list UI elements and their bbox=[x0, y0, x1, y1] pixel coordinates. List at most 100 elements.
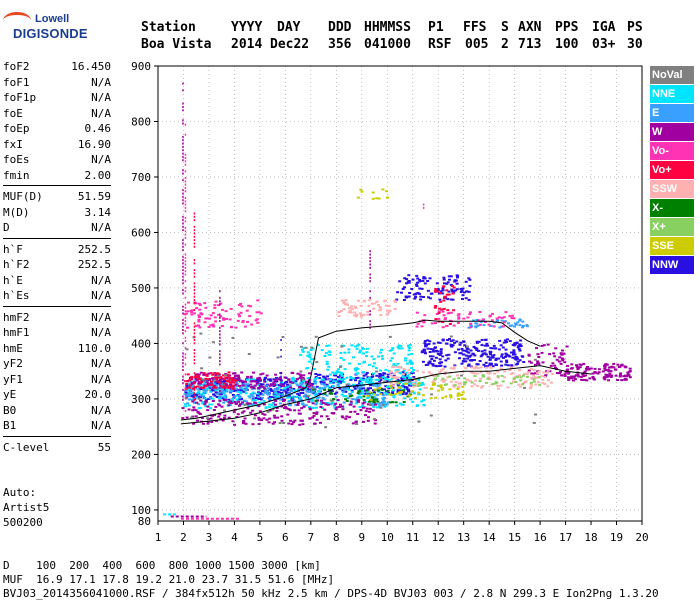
echo-point-ssw bbox=[393, 365, 396, 368]
echo-point-vo bbox=[457, 313, 461, 316]
echo-point-nnw bbox=[403, 286, 406, 289]
echo-point-nne bbox=[376, 378, 380, 381]
echo-point-w bbox=[300, 407, 304, 410]
echo-point-nne bbox=[422, 399, 426, 402]
echo-point-vo bbox=[192, 387, 195, 390]
echo-point-ssw bbox=[372, 307, 376, 310]
echo-point-nnw bbox=[471, 352, 475, 355]
echo-point-nnw bbox=[297, 394, 301, 397]
echo-point-nnw bbox=[451, 290, 455, 293]
param-row: fmin 2.00 bbox=[3, 168, 111, 184]
echo-point-nnw bbox=[448, 338, 451, 340]
echo-spike-point bbox=[193, 325, 196, 328]
echo-point-nnw bbox=[356, 376, 360, 379]
echo-point-nnw bbox=[467, 363, 471, 366]
echo-point-w bbox=[581, 373, 585, 376]
echo-point-w bbox=[185, 416, 189, 419]
echo-point-w bbox=[246, 402, 250, 405]
echo-point-noval bbox=[197, 397, 201, 400]
echo-point-w bbox=[553, 355, 557, 358]
echo-point-nne bbox=[315, 406, 318, 409]
echo-point-sse bbox=[366, 394, 370, 397]
echo-point-nne bbox=[326, 368, 330, 371]
echo-point-e bbox=[305, 390, 309, 393]
echo-point-nne bbox=[367, 376, 371, 379]
echo-point-ssw bbox=[487, 376, 491, 379]
echo-point-vo bbox=[213, 316, 217, 319]
echo-point-nne bbox=[412, 392, 416, 395]
echo-point-nnw bbox=[486, 355, 490, 358]
echo-point-noval bbox=[216, 374, 220, 377]
echo-point-e bbox=[188, 390, 192, 393]
echo-point-ssw bbox=[530, 376, 534, 379]
echo-point-e bbox=[290, 387, 294, 390]
echo-spike-point bbox=[182, 282, 184, 285]
echo-point-nne bbox=[317, 390, 321, 393]
echo-point-w bbox=[261, 412, 265, 415]
y-tick-label: 80 bbox=[138, 515, 151, 528]
echo-point-nnw bbox=[502, 341, 506, 344]
echo-point-w bbox=[242, 420, 246, 422]
echo-point-ssw bbox=[534, 383, 538, 386]
echo-point-vo bbox=[415, 325, 419, 328]
echo-point-nne bbox=[420, 381, 424, 384]
echo-point-nne bbox=[359, 395, 362, 398]
echo-point-nnw bbox=[485, 365, 489, 368]
legend-item-x: X+ bbox=[650, 218, 694, 236]
echo-spike-point bbox=[219, 326, 221, 329]
echo-point-w bbox=[263, 380, 267, 383]
echo-point-x bbox=[478, 380, 482, 382]
header-ps-label: PS bbox=[627, 20, 643, 35]
echo-point-w bbox=[315, 418, 319, 421]
echo-point-x bbox=[357, 390, 361, 393]
echo-point-e bbox=[230, 389, 234, 392]
profile-traces bbox=[180, 319, 592, 425]
echo-point-noval bbox=[381, 403, 385, 406]
echo-point-vo bbox=[444, 317, 447, 320]
echo-point-nne bbox=[301, 380, 305, 383]
echo-point-nnw bbox=[489, 347, 493, 350]
echo-point-vo bbox=[204, 306, 208, 309]
echo-spike-point bbox=[184, 410, 187, 412]
echo-point-vo bbox=[222, 382, 226, 385]
header-pps-value: 100 bbox=[555, 37, 579, 52]
echo-point-vo bbox=[246, 320, 249, 323]
echo-point-w bbox=[208, 378, 212, 380]
echo-point-x bbox=[452, 378, 456, 381]
echo-point-ssw bbox=[393, 372, 396, 375]
echo-point-w bbox=[532, 372, 535, 375]
echo-point-ssw bbox=[440, 379, 444, 382]
echo-point-x bbox=[516, 376, 520, 379]
echo-point-nnw bbox=[366, 387, 370, 390]
param-name: hmF2 bbox=[3, 310, 30, 324]
echo-point-ssw bbox=[360, 314, 363, 316]
echo-point-w bbox=[602, 376, 606, 379]
echo-point-nne bbox=[293, 389, 297, 392]
echo-point-nnw bbox=[480, 354, 484, 357]
echo-point-nnw bbox=[324, 378, 328, 381]
echo-point-nnw bbox=[237, 389, 241, 392]
echo-point-w bbox=[551, 362, 555, 365]
echo-point-nne bbox=[186, 388, 190, 391]
echo-point-nne bbox=[264, 406, 268, 409]
echo-point-w bbox=[202, 373, 206, 376]
echo-point-ssw bbox=[443, 372, 447, 375]
echo-spike-point bbox=[193, 232, 196, 235]
echo-point-e bbox=[248, 396, 252, 399]
echo-point-ssw bbox=[412, 382, 416, 385]
echo-point-nnw bbox=[189, 395, 193, 398]
echo-point-ssw bbox=[499, 367, 503, 370]
echo-point-vo bbox=[442, 299, 446, 302]
echo-point-nnw bbox=[318, 392, 322, 395]
echo-point-vo bbox=[202, 372, 206, 375]
echo-spike-point bbox=[280, 349, 282, 351]
echo-point-nnw bbox=[421, 280, 425, 282]
echo-point-w bbox=[237, 400, 241, 403]
echo-point-w bbox=[349, 403, 353, 406]
echo-point-nnw bbox=[314, 373, 318, 375]
echo-point-ssw bbox=[443, 378, 447, 381]
echo-point-w bbox=[249, 383, 253, 386]
echo-point-vo bbox=[222, 378, 226, 381]
echo-point-nnw bbox=[287, 395, 291, 398]
echo-point-nnw bbox=[446, 339, 450, 341]
